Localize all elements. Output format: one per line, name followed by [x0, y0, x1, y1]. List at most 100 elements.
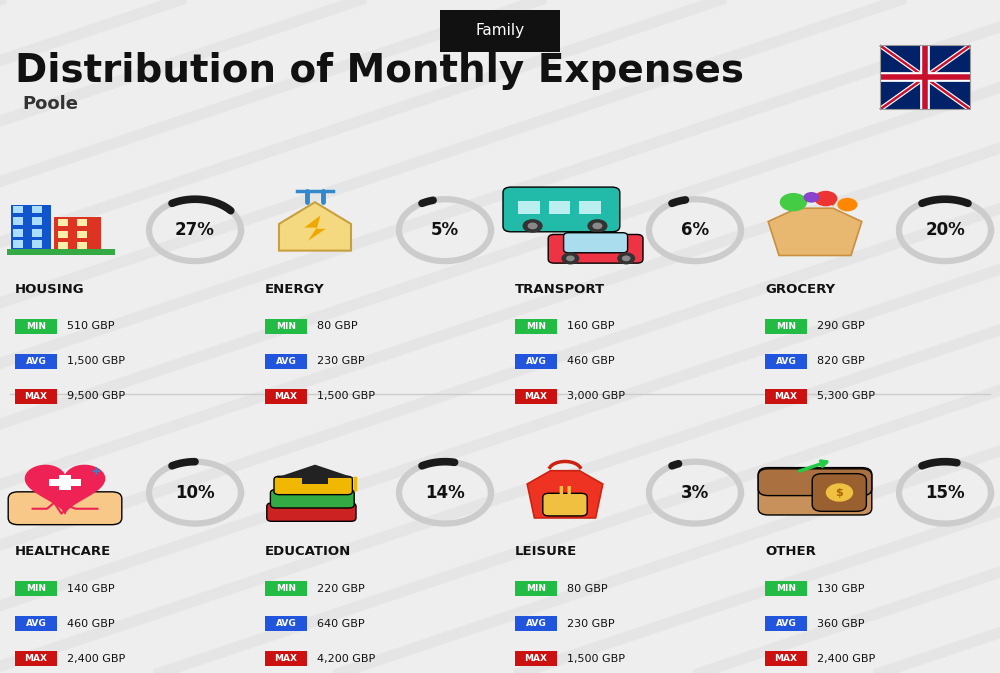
Text: MAX: MAX [275, 654, 298, 664]
FancyBboxPatch shape [274, 476, 352, 495]
Bar [32, 240, 42, 248]
Circle shape [837, 198, 857, 211]
Bar [579, 201, 601, 214]
Polygon shape [304, 215, 326, 241]
Text: 640 GBP: 640 GBP [317, 619, 365, 629]
Bar [13, 240, 23, 248]
Text: U: U [558, 485, 572, 503]
Text: 14%: 14% [425, 484, 465, 501]
Circle shape [561, 252, 579, 264]
FancyBboxPatch shape [765, 354, 807, 369]
Text: 5,300 GBP: 5,300 GBP [817, 392, 875, 401]
Text: 9,500 GBP: 9,500 GBP [67, 392, 125, 401]
Text: 20%: 20% [925, 221, 965, 239]
Bar [77, 231, 87, 238]
Text: LEISURE: LEISURE [515, 545, 577, 559]
Text: MIN: MIN [276, 322, 296, 331]
FancyBboxPatch shape [515, 354, 557, 369]
FancyBboxPatch shape [267, 503, 356, 522]
Text: TRANSPORT: TRANSPORT [515, 283, 605, 296]
Bar [32, 205, 42, 213]
Circle shape [587, 219, 607, 233]
Text: 1,500 GBP: 1,500 GBP [67, 357, 125, 366]
Text: MIN: MIN [26, 322, 46, 331]
FancyBboxPatch shape [765, 616, 807, 631]
Text: EDUCATION: EDUCATION [265, 545, 351, 559]
Text: AVG: AVG [276, 619, 296, 629]
Bar [549, 201, 570, 214]
Text: 2,400 GBP: 2,400 GBP [817, 654, 875, 664]
Polygon shape [279, 202, 351, 250]
Text: 80 GBP: 80 GBP [567, 584, 608, 594]
Circle shape [528, 223, 538, 229]
FancyBboxPatch shape [564, 233, 628, 253]
Bar [49, 479, 81, 486]
FancyBboxPatch shape [765, 581, 807, 596]
Text: 1,500 GBP: 1,500 GBP [567, 654, 625, 664]
FancyBboxPatch shape [265, 319, 307, 334]
Text: MIN: MIN [526, 584, 546, 594]
Bar [58, 242, 68, 250]
Text: AVG: AVG [776, 357, 796, 366]
FancyBboxPatch shape [765, 389, 807, 404]
Text: 230 GBP: 230 GBP [317, 357, 365, 366]
Text: 3%: 3% [681, 484, 709, 501]
Text: Distribution of Monthly Expenses: Distribution of Monthly Expenses [15, 52, 744, 90]
Text: GROCERY: GROCERY [765, 283, 835, 296]
Text: MAX: MAX [25, 392, 48, 401]
Text: OTHER: OTHER [765, 545, 816, 559]
Circle shape [617, 252, 635, 264]
Text: 1,500 GBP: 1,500 GBP [317, 392, 375, 401]
FancyBboxPatch shape [8, 492, 122, 525]
Text: 820 GBP: 820 GBP [817, 357, 865, 366]
Text: HEALTHCARE: HEALTHCARE [15, 545, 111, 559]
Text: 15%: 15% [925, 484, 965, 501]
Bar [11, 205, 51, 256]
Circle shape [780, 193, 807, 211]
Bar [13, 205, 23, 213]
Text: AVG: AVG [526, 357, 546, 366]
FancyBboxPatch shape [765, 651, 807, 666]
Bar [13, 229, 23, 237]
Bar [77, 219, 87, 226]
Bar [518, 201, 540, 214]
Text: MIN: MIN [526, 322, 546, 331]
Text: 130 GBP: 130 GBP [817, 584, 865, 594]
Circle shape [523, 219, 543, 233]
Text: 10%: 10% [175, 484, 215, 501]
FancyBboxPatch shape [503, 187, 620, 232]
FancyBboxPatch shape [270, 490, 354, 508]
Text: AVG: AVG [776, 619, 796, 629]
FancyBboxPatch shape [758, 469, 872, 495]
Text: MIN: MIN [776, 584, 796, 594]
Polygon shape [768, 208, 862, 256]
Text: MIN: MIN [26, 584, 46, 594]
FancyBboxPatch shape [15, 389, 57, 404]
Text: AVG: AVG [276, 357, 296, 366]
FancyBboxPatch shape [440, 10, 560, 52]
FancyBboxPatch shape [15, 319, 57, 334]
Text: MAX: MAX [275, 392, 298, 401]
Bar [880, 46, 970, 109]
FancyBboxPatch shape [265, 581, 307, 596]
Text: 360 GBP: 360 GBP [817, 619, 865, 629]
Text: AVG: AVG [526, 619, 546, 629]
Bar [32, 217, 42, 225]
FancyBboxPatch shape [515, 319, 557, 334]
Text: AVG: AVG [26, 357, 46, 366]
Bar [32, 229, 42, 237]
Polygon shape [527, 470, 603, 518]
Text: 160 GBP: 160 GBP [567, 322, 615, 331]
Text: 3,000 GBP: 3,000 GBP [567, 392, 625, 401]
FancyBboxPatch shape [765, 319, 807, 334]
Bar [54, 217, 101, 256]
FancyBboxPatch shape [15, 581, 57, 596]
Text: Poole: Poole [22, 96, 78, 113]
Bar [302, 476, 328, 484]
Text: 220 GBP: 220 GBP [317, 584, 365, 594]
Bar [880, 46, 970, 109]
Circle shape [566, 256, 575, 261]
Text: 27%: 27% [175, 221, 215, 239]
Text: 230 GBP: 230 GBP [567, 619, 615, 629]
FancyBboxPatch shape [15, 651, 57, 666]
